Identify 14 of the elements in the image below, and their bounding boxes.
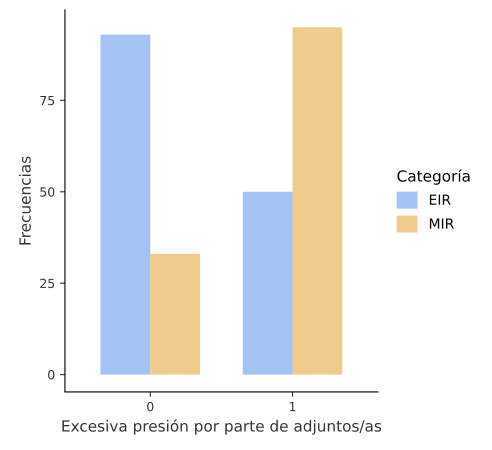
bar <box>150 254 200 375</box>
legend-label: MIR <box>430 218 454 229</box>
y-tick-label: 75 <box>40 96 54 106</box>
bar <box>292 27 342 375</box>
y-axis-title: Frecuencias <box>18 156 31 244</box>
bar <box>100 34 150 375</box>
y-tick-label: 25 <box>40 278 54 288</box>
y-tick-label: 50 <box>40 187 54 197</box>
legend-title: Categoría <box>397 169 470 185</box>
x-tick-label: 1 <box>290 402 296 412</box>
legend-label: EIR <box>430 194 451 205</box>
bar <box>242 192 293 375</box>
y-tick-label: 0 <box>48 370 54 380</box>
x-axis-title: Excesiva presión por parte de adjuntos/as <box>62 419 382 435</box>
